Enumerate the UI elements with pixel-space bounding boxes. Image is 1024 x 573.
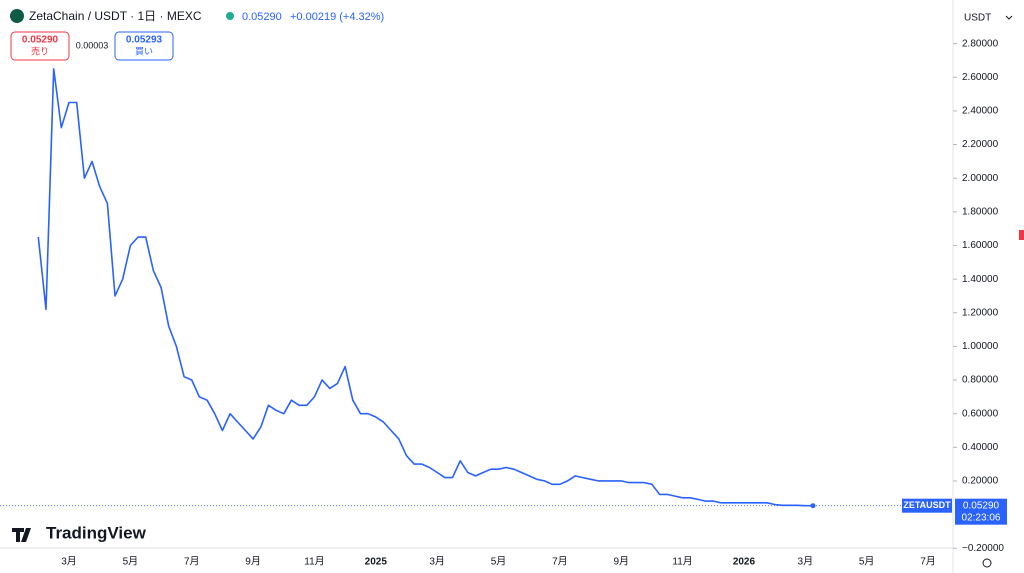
settings-icon[interactable]	[982, 558, 992, 568]
symbol-tag	[902, 498, 952, 513]
x-tick-label: 3月	[61, 556, 77, 568]
y-tick-label: 1.40000	[962, 274, 999, 285]
x-tick-label: 2026	[733, 557, 756, 568]
x-tick-label: 7月	[184, 556, 200, 568]
logo: TradingView	[46, 523, 147, 542]
x-tick-label: 7月	[552, 556, 568, 568]
y-tick-label: −0.20000	[962, 543, 1004, 554]
logo-mark	[12, 528, 31, 542]
y-tick-label: 1.20000	[962, 307, 999, 318]
last-point	[810, 503, 816, 509]
price-line	[37, 68, 813, 507]
sell-price: 0.05290	[22, 35, 59, 46]
symbol: ZetaChain / USDT · 1日 · MEXC	[29, 9, 202, 23]
currency-caret	[1005, 15, 1013, 20]
y-tick-label: 0.80000	[962, 375, 999, 386]
buy-button[interactable]	[114, 31, 174, 61]
y-tick-label: 2.80000	[962, 38, 999, 49]
countdown: 02:23:06	[962, 512, 1001, 523]
x-tick-label: 5月	[491, 556, 507, 568]
symbol-tag-label: ZETAUSDT	[903, 500, 951, 510]
y-tick-label: 1.60000	[962, 240, 999, 251]
y-tick-label: 2.00000	[962, 173, 999, 184]
y-tick-label: 2.40000	[962, 106, 999, 117]
buy-price: 0.05293	[126, 35, 163, 46]
x-tick-label: 9月	[245, 556, 261, 568]
x-tick-label: 7月	[920, 556, 936, 568]
y-tick-label: 0.60000	[962, 408, 999, 419]
y-tick-label: 0.20000	[962, 476, 999, 487]
y-tick-label: 2.20000	[962, 139, 999, 150]
y-tick-label: 0.40000	[962, 442, 999, 453]
x-tick-label: 2025	[365, 557, 388, 568]
price-tag	[955, 498, 1007, 525]
x-tick-label: 11月	[304, 556, 324, 568]
price: 0.05290	[242, 11, 282, 23]
y-tick-label: 1.00000	[962, 341, 999, 352]
edge-marker	[1019, 230, 1024, 240]
y-tick-label: 1.80000	[962, 206, 999, 217]
x-tick-label: 3月	[798, 556, 814, 568]
spread: 0.00003	[76, 40, 109, 50]
x-tick-label: 5月	[859, 556, 875, 568]
sell-button[interactable]	[10, 31, 70, 61]
symbol-icon	[10, 9, 24, 23]
currency[interactable]: USDT	[964, 13, 991, 24]
y-tick-label: 2.60000	[962, 72, 999, 83]
x-tick-label: 11月	[672, 556, 692, 568]
x-tick-label: 3月	[429, 556, 445, 568]
change: +0.00219 (+4.32%)	[290, 11, 384, 23]
price-tag-label: 0.05290	[963, 500, 1000, 511]
x-tick-label: 9月	[613, 556, 629, 568]
x-tick-label: 5月	[123, 556, 139, 568]
status-dot	[226, 12, 234, 20]
sell-label: 売り	[31, 45, 49, 56]
buy-label: 買い	[135, 46, 153, 56]
